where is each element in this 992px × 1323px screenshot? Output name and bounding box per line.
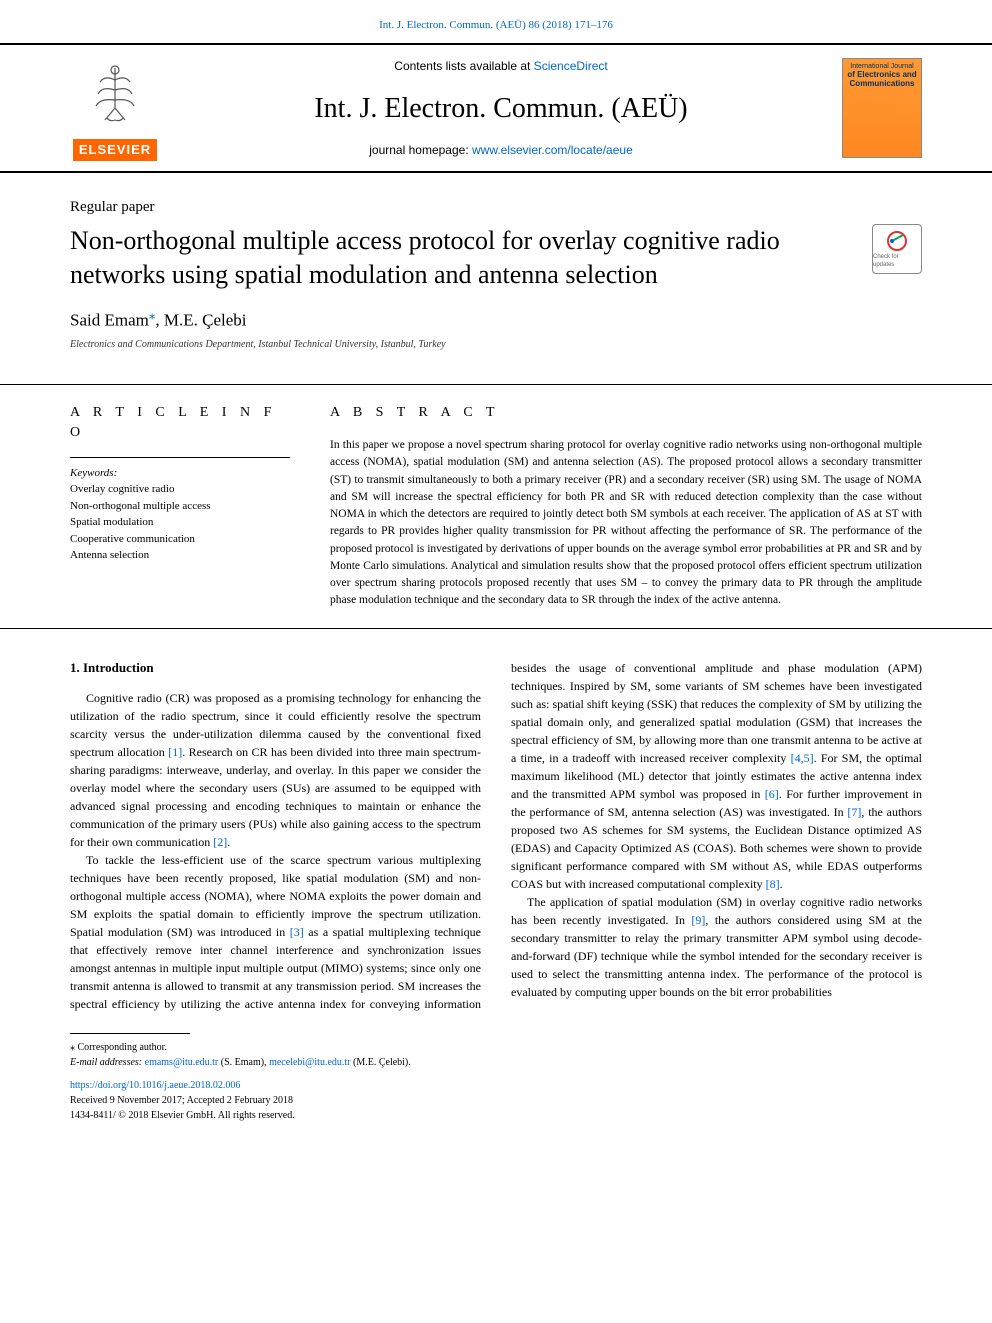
ref-link[interactable]: [2] [213,835,227,849]
body-text: . [227,835,230,849]
doi-link[interactable]: https://doi.org/10.1016/j.aeue.2018.02.0… [70,1078,922,1093]
abstract-text: In this paper we propose a novel spectru… [330,437,922,610]
affiliation: Electronics and Communications Departmen… [70,338,922,352]
cover-line3: Communications [847,80,916,89]
contents-line: Contents lists available at ScienceDirec… [180,58,822,75]
email-label: E-mail addresses: [70,1057,145,1068]
ref-link[interactable]: [3] [290,925,304,939]
paragraph: The application of spatial modulation (S… [511,893,922,1001]
article-title: Non-orthogonal multiple access protocol … [70,224,842,292]
authors: Said Emam⁎, M.E. Çelebi [70,306,922,332]
article-info-heading: A R T I C L E I N F O [70,403,290,442]
journal-name: Int. J. Electron. Commun. (AEÜ) [180,89,822,128]
body-text: . Research on CR has been divided into t… [70,745,481,849]
body-text: . [780,877,783,891]
ref-link[interactable]: [7] [847,805,861,819]
paragraph: Cognitive radio (CR) was proposed as a p… [70,689,481,851]
contents-prefix: Contents lists available at [394,59,533,73]
author-1: Said Emam [70,311,149,330]
author-2: , M.E. Çelebi [155,311,246,330]
cover-text: International Journal of Electronics and… [847,63,916,88]
email-link[interactable]: emams@itu.edu.tr [145,1057,219,1068]
paper-type: Regular paper [70,197,922,218]
page-header-citation: Int. J. Electron. Commun. (AEÜ) 86 (2018… [0,0,992,43]
title-row: Non-orthogonal multiple access protocol … [70,224,922,292]
info-abstract-block: A R T I C L E I N F O Keywords: Overlay … [0,384,992,628]
article-header: Regular paper Non-orthogonal multiple ac… [0,173,992,364]
keyword: Non-orthogonal multiple access [70,498,290,515]
ref-link[interactable]: [4,5] [791,751,814,765]
received-line: Received 9 November 2017; Accepted 2 Feb… [70,1093,922,1108]
ref-link[interactable]: [8] [766,877,780,891]
keyword: Antenna selection [70,547,290,564]
footer: ⁎ Corresponding author. E-mail addresses… [0,1013,992,1153]
journal-banner: ELSEVIER Contents lists available at Sci… [0,43,992,173]
sciencedirect-link[interactable]: ScienceDirect [534,59,608,73]
check-updates-badge[interactable]: Check for updates [872,224,922,274]
email-name: (S. Emam), [218,1057,269,1068]
elsevier-tree-icon [75,55,155,135]
keyword: Overlay cognitive radio [70,481,290,498]
keyword: Cooperative communication [70,531,290,548]
body-content: 1. Introduction Cognitive radio (CR) was… [0,629,992,1013]
corresponding-note: ⁎ Corresponding author. [70,1040,922,1055]
homepage-link[interactable]: www.elsevier.com/locate/aeue [472,143,633,157]
journal-cover-thumbnail: International Journal of Electronics and… [842,58,922,158]
banner-center: Contents lists available at ScienceDirec… [180,58,822,159]
ref-link[interactable]: [6] [765,787,779,801]
ref-link[interactable]: [1] [168,745,182,759]
email-name: (M.E. Çelebi). [351,1057,411,1068]
publisher-name: ELSEVIER [73,139,157,161]
check-updates-label: Check for updates [873,253,921,270]
header-citation-link[interactable]: Int. J. Electron. Commun. (AEÜ) 86 (2018… [379,19,613,31]
copyright-line: 1434-8411/ © 2018 Elsevier GmbH. All rig… [70,1108,922,1123]
ref-link[interactable]: [9] [691,913,705,927]
keywords-list: Overlay cognitive radio Non-orthogonal m… [70,481,290,564]
email-link[interactable]: mecelebi@itu.edu.tr [269,1057,350,1068]
footer-separator [70,1033,190,1034]
intro-heading: 1. Introduction [70,659,481,677]
keywords-label: Keywords: [70,457,290,481]
abstract-heading: A B S T R A C T [330,403,922,423]
article-info: A R T I C L E I N F O Keywords: Overlay … [70,385,290,627]
abstract: A B S T R A C T In this paper we propose… [330,385,922,627]
keyword: Spatial modulation [70,514,290,531]
email-line: E-mail addresses: emams@itu.edu.tr (S. E… [70,1055,922,1070]
elsevier-logo: ELSEVIER [70,53,160,163]
homepage-line: journal homepage: www.elsevier.com/locat… [180,142,822,159]
homepage-prefix: journal homepage: [369,143,472,157]
